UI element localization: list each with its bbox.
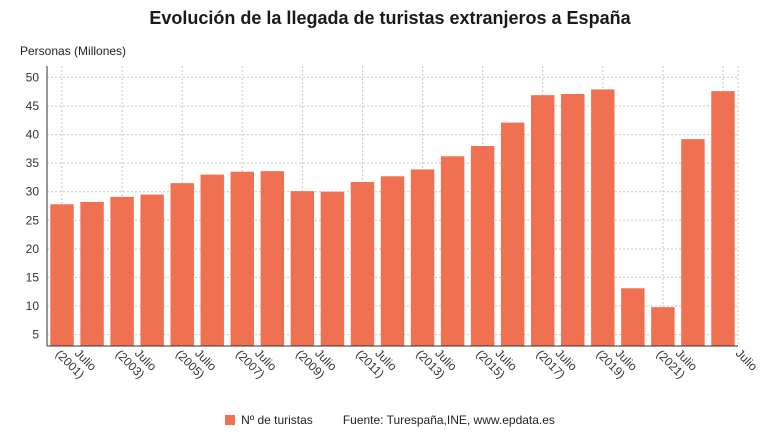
bar: [290, 191, 315, 346]
y-tick-labels: 5 10 15 20 25 30 35 40 45 50: [26, 70, 40, 341]
bar: [320, 191, 345, 346]
bar: [500, 122, 525, 346]
bar: [470, 146, 495, 346]
y-tick-label: 45: [26, 99, 40, 113]
bar: [50, 204, 74, 346]
bar: [380, 176, 405, 346]
legend-label: Nº de turistas: [241, 413, 313, 427]
y-tick-label: 50: [26, 70, 40, 84]
y-tick-label: 20: [26, 242, 40, 256]
y-tick-label: 15: [26, 270, 40, 284]
bar: [681, 139, 705, 346]
bar: [651, 307, 675, 346]
bar: [200, 174, 224, 346]
bar: [140, 194, 164, 346]
bar: [711, 91, 735, 347]
bar: [350, 182, 375, 346]
y-tick-label: 10: [26, 299, 40, 313]
chart-title: Evolución de la llegada de turistas extr…: [149, 8, 631, 28]
bar: [80, 202, 104, 346]
y-axis-label: Personas (Millones): [20, 44, 127, 58]
chart-footer: Nº de turistas Fuente: Turespaña,INE, www…: [0, 413, 780, 427]
y-tick-label: 25: [26, 213, 40, 227]
y-tick-label: 30: [26, 185, 40, 199]
y-tick-label: 5: [32, 328, 39, 342]
bar: [440, 156, 465, 346]
bar: [410, 169, 435, 346]
bar: [260, 171, 285, 346]
bar: [621, 288, 645, 346]
axis-layer: [46, 66, 738, 347]
bar: [531, 95, 555, 347]
bar: [561, 94, 585, 346]
bar-layer: [50, 89, 735, 347]
legend-swatch: [225, 415, 236, 425]
source-note: Fuente: Turespaña,INE, www.epdata.es: [342, 413, 555, 427]
y-tick-label: 40: [26, 128, 40, 142]
x-tick-label: Julio: [733, 346, 761, 374]
y-tick-label: 35: [26, 156, 40, 170]
bar: [170, 183, 194, 346]
bar: [230, 171, 254, 346]
bar: [110, 196, 134, 346]
bar: [591, 89, 615, 346]
x-tick-label-line1: Julio: [733, 346, 761, 374]
